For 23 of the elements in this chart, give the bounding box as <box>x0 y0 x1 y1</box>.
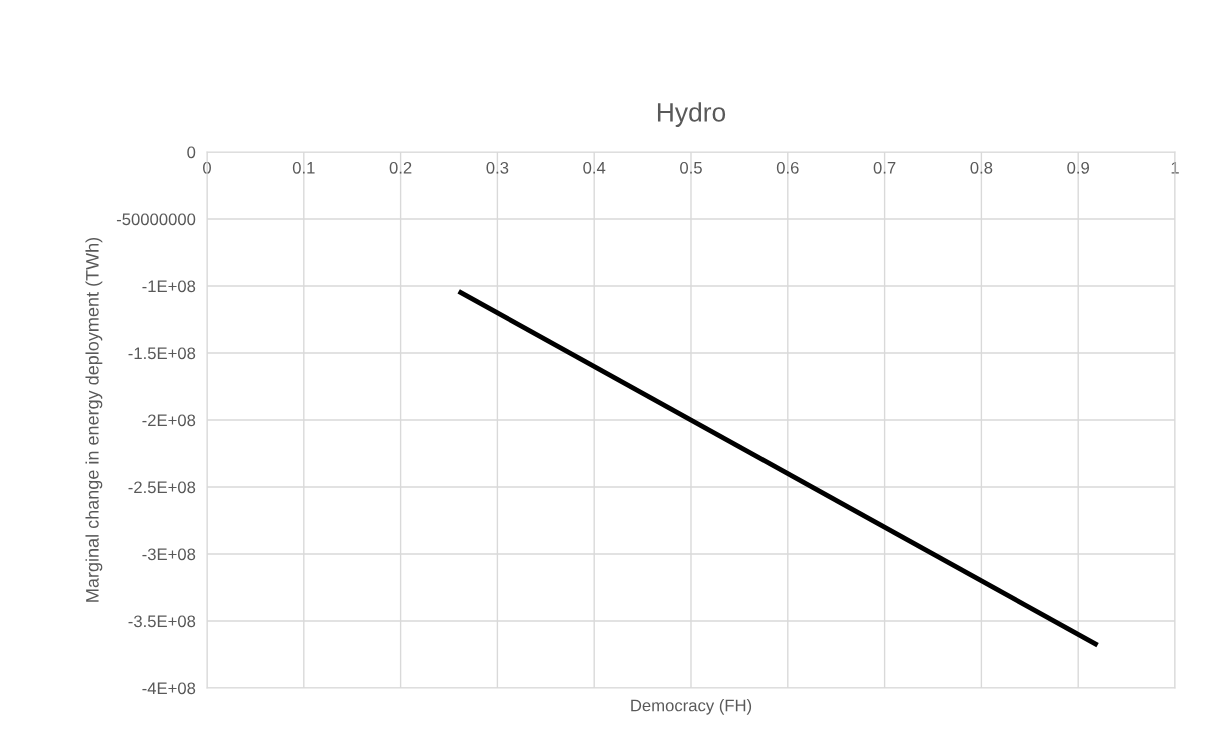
y-tick-label: 0 <box>187 146 196 159</box>
x-tick-label: 0 <box>203 161 211 174</box>
y-tick-label: -2E+08 <box>142 414 196 427</box>
x-tick-label: 0.3 <box>486 161 509 174</box>
y-tick-label: -3E+08 <box>142 548 196 561</box>
y-tick-label: -50000000 <box>116 213 196 226</box>
y-tick-label: -4E+08 <box>142 682 196 695</box>
x-tick-label: 0.2 <box>389 161 412 174</box>
x-tick-label: 1 <box>1171 162 1179 174</box>
x-tick-label: 0.6 <box>776 161 799 174</box>
x-tick-label: 0.4 <box>583 161 606 174</box>
y-tick-label: -1.5E+08 <box>128 347 196 360</box>
x-tick-label: 0.9 <box>1067 161 1089 174</box>
x-tick-label: 0.1 <box>292 161 315 174</box>
x-tick-label: 0.5 <box>680 161 702 174</box>
x-axis-title: Democracy (FH) <box>631 699 752 715</box>
y-tick-label: -3.5E+08 <box>128 615 196 628</box>
x-tick-label: 0.7 <box>873 161 896 174</box>
y-tick-label: -2.5E+08 <box>128 481 196 494</box>
x-tick-label: 0.8 <box>970 161 993 174</box>
y-axis-title: Marginal change in energy deployment (TWh) <box>85 237 103 602</box>
y-tick-label: -1E+08 <box>142 280 196 293</box>
chart-title: Hydro <box>657 102 726 127</box>
